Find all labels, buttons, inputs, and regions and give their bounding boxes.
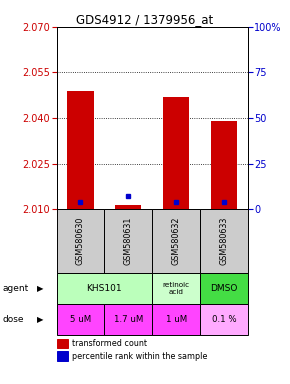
Text: GSM580630: GSM580630 (76, 217, 85, 265)
Text: GSM580632: GSM580632 (172, 217, 181, 265)
Bar (211, 121, 237, 209)
Text: ▶: ▶ (37, 315, 44, 324)
Text: GSM580631: GSM580631 (124, 217, 133, 265)
Text: DMSO: DMSO (210, 284, 238, 293)
Text: GDS4912 / 1379956_at: GDS4912 / 1379956_at (76, 13, 214, 26)
Text: agent: agent (3, 284, 29, 293)
Text: dose: dose (3, 315, 24, 324)
Text: 1.7 uM: 1.7 uM (114, 315, 143, 324)
Text: percentile rank within the sample: percentile rank within the sample (72, 352, 208, 361)
Bar (115, 205, 142, 209)
Text: retinoic
acid: retinoic acid (163, 282, 190, 295)
Bar (67, 91, 94, 209)
Text: KHS101: KHS101 (87, 284, 122, 293)
Text: transformed count: transformed count (72, 339, 148, 348)
Text: 5 uM: 5 uM (70, 315, 91, 324)
Text: GSM580633: GSM580633 (220, 217, 229, 265)
Text: 0.1 %: 0.1 % (212, 315, 236, 324)
Bar (163, 97, 189, 209)
Text: 1 uM: 1 uM (166, 315, 187, 324)
Text: ▶: ▶ (37, 284, 44, 293)
